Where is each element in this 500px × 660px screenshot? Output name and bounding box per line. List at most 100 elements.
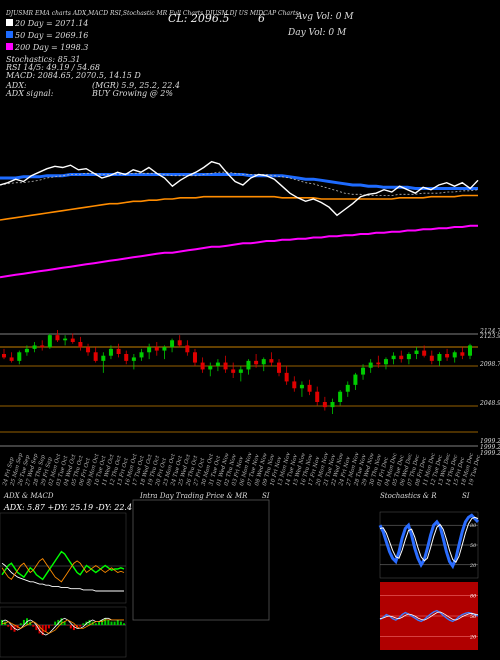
ma200-swatch [6, 43, 13, 50]
candle-body [139, 352, 144, 358]
topline-7: DJUSM [205, 10, 228, 17]
candle-body [93, 352, 98, 361]
macd-hist-bar [119, 621, 122, 625]
candle-body [177, 340, 182, 346]
candle-body [261, 359, 266, 365]
macd-hist-bar [69, 625, 72, 629]
adx-series-0 [1, 562, 124, 592]
macd-hist-bar [72, 625, 75, 631]
candle-body [78, 342, 83, 348]
macd-hist-bar [104, 618, 107, 625]
macd-hist-bar [38, 625, 41, 634]
ma20-label: 20 Day = 2071.14 [6, 19, 88, 28]
price-axis-label: 1999.26 [480, 444, 500, 451]
price-axis-label: 2098.72 [479, 361, 500, 368]
price-axis-label: 1999.26 [480, 438, 500, 445]
candle-body [40, 345, 45, 348]
candle-body [353, 374, 358, 385]
candle-body [208, 366, 213, 370]
candle-body [215, 362, 220, 366]
macd-hist-bar [7, 625, 10, 627]
candle-body [116, 348, 121, 354]
macd-hist-bar [51, 625, 54, 626]
candle-body [315, 391, 320, 402]
candle-body [63, 338, 68, 341]
topline-5: MR [156, 10, 168, 17]
candle-body [101, 355, 106, 361]
candle-body [2, 354, 6, 358]
candle-body [361, 367, 366, 375]
si-label-2: SI [462, 492, 470, 500]
candle-body [47, 335, 52, 348]
macd-hist-bar [1, 619, 3, 625]
avg-vol-label: Avg Vol: 0 M [296, 12, 354, 22]
candle-body [299, 384, 304, 389]
candle-body [277, 362, 282, 373]
candle-body [55, 335, 60, 341]
candle-body [108, 348, 113, 356]
candle-body [223, 362, 228, 370]
ema-long-line [0, 224, 478, 279]
ema20-line [0, 171, 479, 196]
change-label: 6 [258, 12, 265, 25]
candle-body [338, 391, 343, 402]
candle-body [70, 338, 75, 342]
candle-body [284, 372, 289, 382]
macd-hist-bar [79, 625, 82, 627]
macd-hist-bar [60, 618, 63, 625]
stoch-line: Stochastics: 85.31 [6, 55, 81, 64]
macd-hist-bar [63, 621, 66, 625]
candle-body [307, 384, 312, 392]
rsi-series-1 [379, 611, 479, 621]
macd-panel-frame [0, 606, 127, 658]
topline-1: DJUSMR [6, 10, 34, 17]
candle-body [124, 354, 129, 361]
candle-body [86, 347, 91, 353]
ma50-label: 50 Day = 2069.16 [6, 31, 88, 40]
candle-body [231, 369, 236, 373]
adx-series-1 [1, 550, 125, 581]
day-vol-label: Day Vol: 0 M [288, 28, 347, 38]
candle-body [154, 347, 159, 351]
candle-body [185, 345, 190, 353]
si-label-1: SI [262, 492, 270, 500]
price-line [0, 160, 479, 217]
adx-macd-title: ADX & MACD [4, 492, 54, 500]
macd-signal-line [2, 619, 124, 634]
candle-body [368, 362, 373, 368]
candle-body [452, 352, 457, 358]
candle-body [32, 345, 37, 349]
candle-body [406, 354, 411, 360]
price-axis-label: 2124.73 [479, 328, 500, 335]
candle-body [24, 348, 29, 353]
macd-hist-bar [123, 623, 125, 625]
stoch-axis-label: 80 [470, 523, 477, 529]
ma200-label: 200 Day = 1998.3 [6, 43, 88, 52]
macd-hist-bar [44, 625, 47, 632]
macd-hist-bar [113, 621, 116, 625]
macd-line [1, 617, 124, 636]
adx-values: (MGR) 5.9, 25.2, 22.4 [92, 81, 180, 90]
macd-hist-bar [82, 623, 85, 625]
candle-body [131, 357, 136, 361]
topline-3: ADX,MACD [72, 10, 109, 17]
candle-body [238, 369, 243, 373]
stoch-series-0 [378, 513, 480, 570]
macd-hist-bar [94, 623, 97, 625]
macd-hist-bar [107, 619, 110, 625]
rsi-series-0 [379, 609, 479, 623]
ema200-line [0, 194, 478, 221]
stoch-series-1 [379, 516, 479, 563]
macd-hist-bar [35, 625, 38, 631]
candle-body [414, 350, 419, 354]
candle-body [162, 347, 167, 351]
candle-body [460, 352, 465, 356]
topline-8: DJ US MIDCAP [229, 10, 277, 17]
candle-body [254, 360, 259, 365]
topline-2: EMA charts [34, 10, 71, 17]
candle-body [17, 352, 22, 361]
macd-hist-bar [47, 625, 50, 629]
macd-hist-bar [32, 625, 35, 627]
candle-body [192, 352, 197, 363]
candle-body [330, 402, 335, 408]
